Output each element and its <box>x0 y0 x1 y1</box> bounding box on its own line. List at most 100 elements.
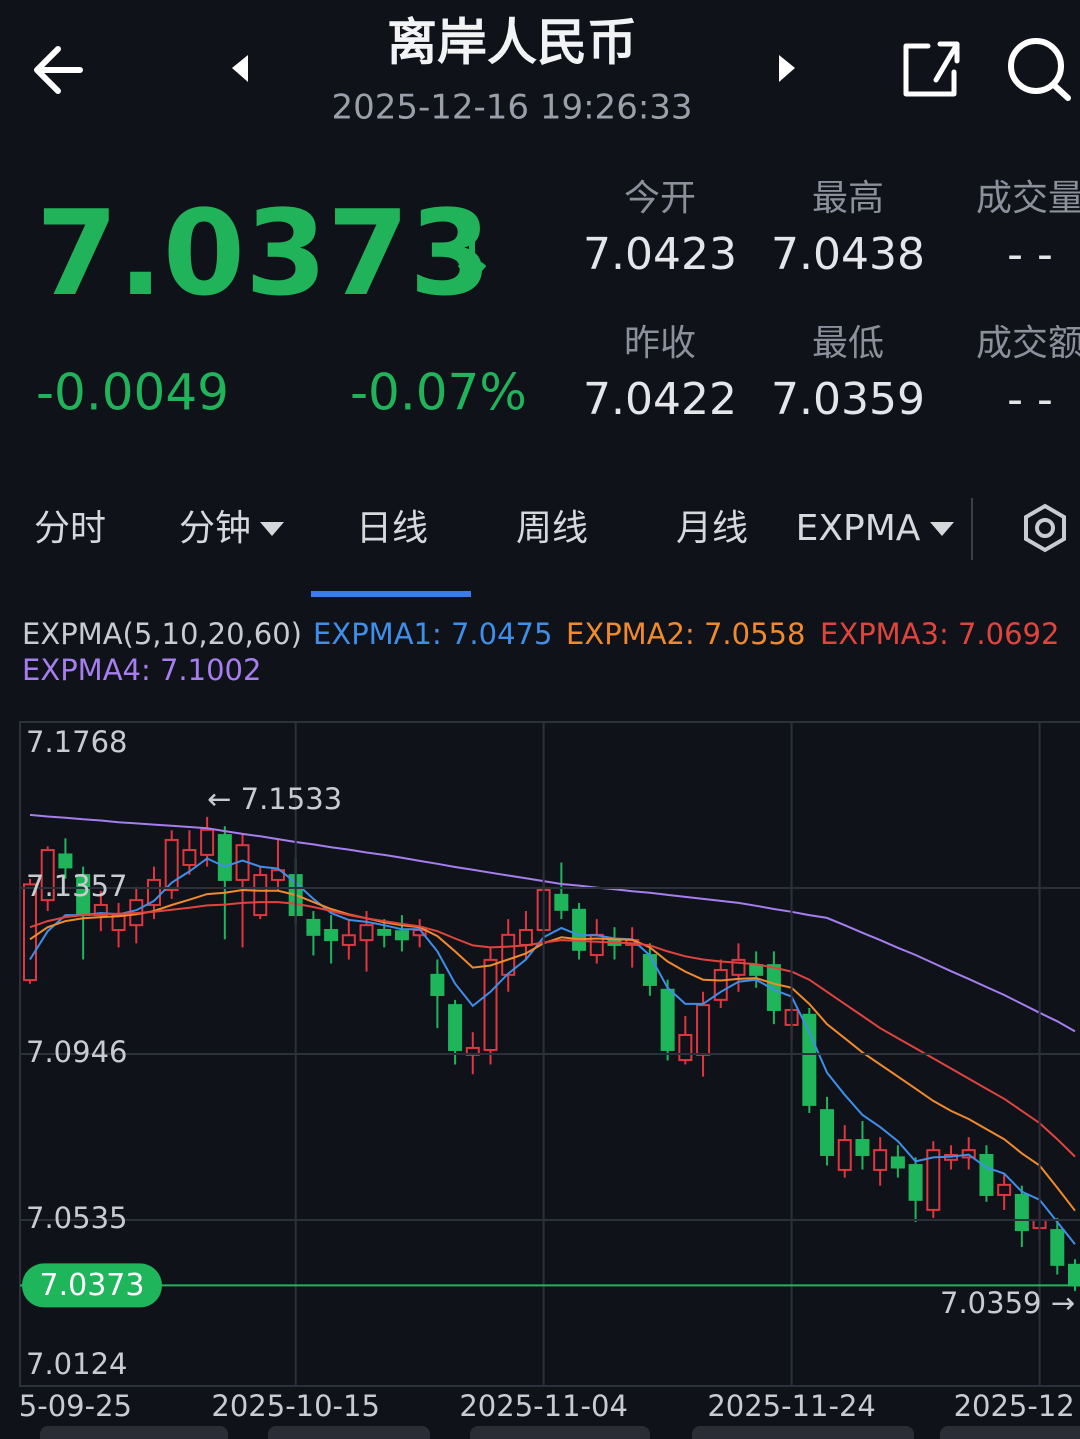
candle-body <box>890 1156 905 1169</box>
candle-body <box>448 1004 463 1051</box>
dropdown-icon <box>930 522 954 536</box>
legend-entry: EXPMA4: 7.1002 <box>22 653 261 687</box>
candle-body <box>253 874 268 917</box>
high-annotation: ← 7.1533 <box>207 782 342 816</box>
stat-label: 最低 <box>812 323 884 364</box>
candle-body <box>518 929 533 946</box>
candle-body <box>554 893 569 911</box>
price-pill <box>22 1263 162 1308</box>
candle-body <box>926 1149 941 1211</box>
x-tick-label: 2025-11-24 <box>707 1389 876 1423</box>
candle-body <box>359 924 374 942</box>
candle-body <box>430 973 445 997</box>
x-tick-label: 2025-10-15 <box>211 1389 380 1423</box>
legend-entry: EXPMA2: 7.0558 <box>566 617 805 651</box>
candle-body <box>696 1004 711 1056</box>
candle-body <box>1014 1193 1029 1232</box>
candle-body <box>270 869 285 881</box>
candle-body <box>766 964 781 1011</box>
tab[interactable]: 日线 <box>356 508 428 549</box>
title: 离岸人民币 <box>387 14 637 72</box>
stat-value: 7.0438 <box>771 229 925 280</box>
stat-label: 今开 <box>624 178 696 219</box>
search-button[interactable] <box>1008 38 1071 101</box>
indicator-label: EXPMA(5,10,20,60) <box>22 617 302 651</box>
x-tick-label: 2025-11-04 <box>459 1389 628 1423</box>
candle-body <box>377 929 392 936</box>
dropdown-icon <box>260 522 284 536</box>
share-button[interactable] <box>903 41 960 97</box>
expma-line <box>29 813 1076 1033</box>
bottom-button[interactable] <box>40 1426 228 1439</box>
candle-body <box>678 1034 693 1062</box>
prev-button[interactable] <box>232 55 248 82</box>
candle-body <box>820 1109 835 1156</box>
y-tick-label: 7.1357 <box>26 869 127 903</box>
candle-body <box>1068 1263 1080 1287</box>
tab[interactable]: 月线 <box>676 508 748 549</box>
stat-label: 最高 <box>812 178 884 219</box>
down-arrow <box>457 232 487 283</box>
candle-body <box>997 1183 1012 1196</box>
candle-body <box>200 828 215 856</box>
stat-value: 7.0422 <box>583 374 737 425</box>
change-pct: -0.07% <box>350 364 527 422</box>
candle-body <box>1050 1229 1065 1266</box>
settings-button[interactable] <box>1024 503 1066 553</box>
tab[interactable]: 周线 <box>516 508 588 549</box>
candle-body <box>873 1149 888 1171</box>
bottom-button[interactable] <box>692 1426 914 1439</box>
candle-body <box>182 849 197 866</box>
candle-body <box>660 988 675 1051</box>
y-tick-label: 7.0946 <box>26 1035 127 1069</box>
stat-value: 7.0359 <box>771 374 925 425</box>
expma-line <box>29 857 1076 1245</box>
bottom-button[interactable] <box>940 1426 1080 1439</box>
tab[interactable]: EXPMA <box>796 508 921 549</box>
price-pill-label: 7.0373 <box>40 1268 145 1303</box>
stat-value: - - <box>1007 374 1053 425</box>
legend-entry: EXPMA3: 7.0692 <box>820 617 1059 651</box>
tab[interactable]: 分钟 <box>179 508 251 549</box>
x-axis-labels: 2025-09-25 2025-10-15 2025-11-04 2025-11-24… <box>0 1389 1075 1423</box>
candle-body <box>749 964 764 976</box>
candle-body <box>324 929 339 942</box>
plot-area <box>23 813 1080 1292</box>
bottom-button[interactable] <box>268 1426 430 1439</box>
candle-body <box>908 1164 923 1201</box>
candle-body <box>572 908 587 951</box>
candle-body <box>483 958 498 1051</box>
candle-body <box>58 853 73 869</box>
candle-body <box>642 954 657 986</box>
candle-body <box>802 1013 817 1106</box>
y-tick-label: 7.0535 <box>26 1201 127 1235</box>
legend-entry: EXPMA1: 7.0475 <box>313 617 552 651</box>
x-tick-label: 2025-12 <box>954 1389 1075 1423</box>
bottom-button[interactable] <box>470 1426 650 1439</box>
candle-body <box>837 1139 852 1171</box>
price: 7.0373 <box>36 184 491 322</box>
active-tab-underline <box>311 591 471 597</box>
candle-body <box>501 933 516 976</box>
low-annotation: 7.0359 → <box>940 1286 1075 1320</box>
stat-value: 7.0423 <box>583 229 737 280</box>
back-button[interactable] <box>34 46 83 94</box>
candle-body <box>341 934 356 946</box>
timestamp: 2025-12-16 19:26:33 <box>331 88 692 128</box>
candle-body <box>394 930 409 941</box>
tab[interactable]: 分时 <box>34 508 106 549</box>
stat-label: 成交额 <box>976 323 1080 364</box>
candle-body <box>306 918 321 936</box>
change: -0.0049 <box>36 364 229 422</box>
next-button[interactable] <box>779 55 795 82</box>
stat-label: 昨收 <box>624 323 696 364</box>
candle-body <box>164 838 179 892</box>
stat-value: - - <box>1007 229 1053 280</box>
candle-body <box>979 1153 994 1196</box>
expma-line <box>29 901 1076 1158</box>
candle-body <box>713 968 728 1001</box>
x-tick-label: 2025-09-25 <box>0 1389 132 1423</box>
stat-label: 成交量 <box>976 178 1080 219</box>
